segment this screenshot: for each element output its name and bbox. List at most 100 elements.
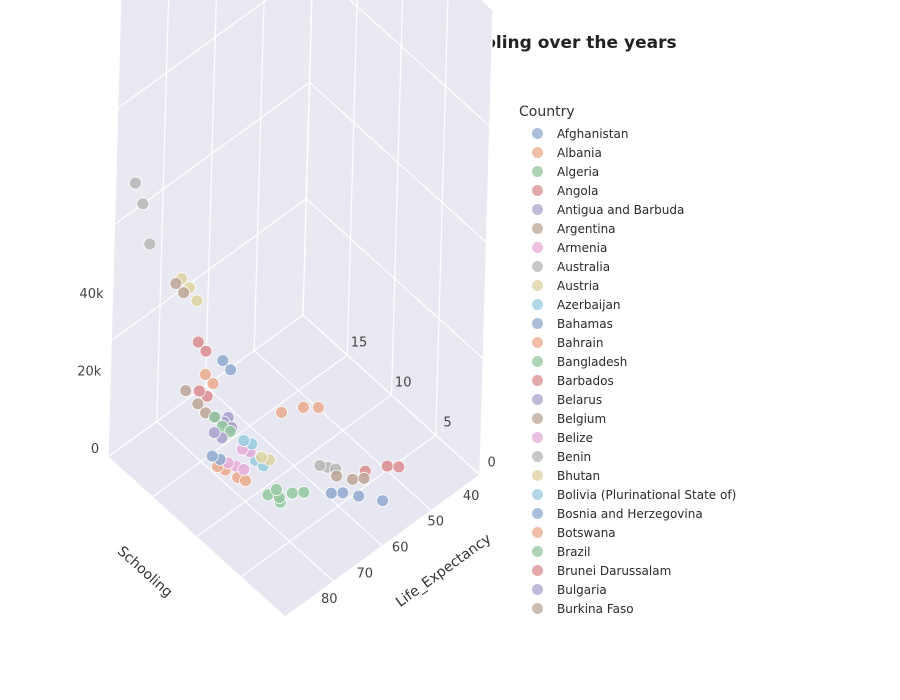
legend-item[interactable]: Angola <box>519 181 736 200</box>
legend-item[interactable]: Benin <box>519 447 736 466</box>
legend-label: Australia <box>557 259 611 274</box>
legend-title: Country <box>519 104 575 120</box>
data-point[interactable] <box>199 344 213 358</box>
legend-marker <box>532 527 543 538</box>
data-point[interactable] <box>285 486 299 500</box>
legend-marker <box>532 413 543 424</box>
legend-label: Bulgaria <box>557 582 607 597</box>
data-point[interactable] <box>237 434 251 448</box>
z-tick-label: 0 <box>91 442 99 457</box>
data-point[interactable] <box>346 472 359 486</box>
data-point[interactable] <box>239 474 253 488</box>
legend-item[interactable]: Bangladesh <box>519 352 736 371</box>
data-point[interactable] <box>128 176 142 190</box>
legend-item[interactable]: Bahrain <box>519 333 736 352</box>
legend-label: Brunei Darussalam <box>557 563 672 578</box>
data-point[interactable] <box>330 469 344 483</box>
data-point[interactable] <box>324 486 338 500</box>
legend-item[interactable]: Belarus <box>519 390 736 409</box>
data-point[interactable] <box>313 459 327 472</box>
data-point[interactable] <box>237 463 251 476</box>
legend-item[interactable]: Austria <box>519 276 736 295</box>
data-point[interactable] <box>177 286 191 300</box>
data-point[interactable] <box>179 384 193 398</box>
legend-item[interactable]: Bolivia (Plurinational State of) <box>519 485 736 504</box>
legend-item[interactable]: Bhutan <box>519 466 736 485</box>
legend-item[interactable]: Armenia <box>519 238 736 257</box>
data-point[interactable] <box>297 485 311 499</box>
legend-item[interactable]: Belize <box>519 428 736 447</box>
data-point[interactable] <box>208 410 222 424</box>
legend-item[interactable]: Bahamas <box>519 314 736 333</box>
data-point[interactable] <box>224 363 238 377</box>
legend-label: Azerbaijan <box>557 297 621 312</box>
legend-label: Burkina Faso <box>557 601 634 616</box>
floor-grid-line <box>156 421 335 582</box>
legend-item[interactable]: Brunei Darussalam <box>519 561 736 580</box>
data-point[interactable] <box>143 237 157 251</box>
legend-item[interactable]: Azerbaijan <box>519 295 736 314</box>
data-point[interactable] <box>255 450 268 464</box>
legend-item[interactable]: Argentina <box>519 219 736 238</box>
legend-marker <box>532 470 543 481</box>
data-point[interactable] <box>136 197 150 211</box>
legend-label: Algeria <box>557 164 600 179</box>
wall-grid-line <box>305 198 484 360</box>
y-tick-label: 40 <box>463 489 480 504</box>
legend-marker <box>532 223 543 234</box>
data-point[interactable] <box>352 489 366 503</box>
legend-item[interactable]: Burkina Faso <box>519 599 736 618</box>
data-point[interactable] <box>269 483 283 496</box>
data-point[interactable] <box>380 459 394 473</box>
data-point[interactable] <box>336 486 350 500</box>
data-point[interactable] <box>191 397 205 411</box>
data-point[interactable] <box>376 494 390 508</box>
data-point[interactable] <box>297 400 310 414</box>
data-point[interactable] <box>198 367 212 381</box>
legend-label: Bahrain <box>557 335 604 350</box>
legend-item[interactable]: Belgium <box>519 409 736 428</box>
wall-grid-line <box>117 0 268 109</box>
wall-grid-line <box>110 198 307 342</box>
y-tick-label: 60 <box>392 541 409 556</box>
legend-item[interactable]: Barbados <box>519 371 736 390</box>
legend-marker <box>532 318 543 329</box>
data-point[interactable] <box>392 460 406 474</box>
legend-item[interactable]: Australia <box>519 257 736 276</box>
legend-item[interactable]: Bulgaria <box>519 580 736 599</box>
data-point[interactable] <box>357 471 371 485</box>
x-tick-label: 5 <box>443 416 451 431</box>
wall-grid-line <box>107 314 304 458</box>
data-point[interactable] <box>191 335 205 349</box>
data-point[interactable] <box>205 449 219 463</box>
data-point[interactable] <box>216 354 230 368</box>
data-point[interactable] <box>275 405 288 419</box>
legend-marker <box>532 603 543 614</box>
data-point[interactable] <box>169 277 183 290</box>
data-point[interactable] <box>312 401 325 414</box>
legend-marker <box>532 508 543 519</box>
legend-item[interactable]: Antigua and Barbuda <box>519 200 736 219</box>
wall-grid-line <box>349 0 491 127</box>
legend-marker <box>532 489 543 500</box>
legend-item[interactable]: Bosnia and Herzegovina <box>519 504 736 523</box>
legend-label: Bhutan <box>557 468 601 483</box>
floor-grid-line <box>107 456 286 618</box>
legend-item[interactable]: Albania <box>519 143 736 162</box>
legend-marker <box>532 299 543 310</box>
legend-label: Antigua and Barbuda <box>557 202 685 217</box>
legend-label: Austria <box>557 278 600 293</box>
grid-lines <box>107 0 494 618</box>
legend-item[interactable]: Algeria <box>519 162 736 181</box>
data-point[interactable] <box>190 294 204 308</box>
legend-marker <box>532 280 543 291</box>
data-point[interactable] <box>207 426 221 440</box>
legend-item[interactable]: Afghanistan <box>519 124 736 143</box>
wall-grid-line <box>302 314 481 476</box>
data-point[interactable] <box>192 384 206 398</box>
data-point[interactable] <box>206 377 220 391</box>
legend-item[interactable]: Brazil <box>519 542 736 561</box>
legend-item[interactable]: Botswana <box>519 523 736 542</box>
legend-label: Botswana <box>557 525 616 540</box>
